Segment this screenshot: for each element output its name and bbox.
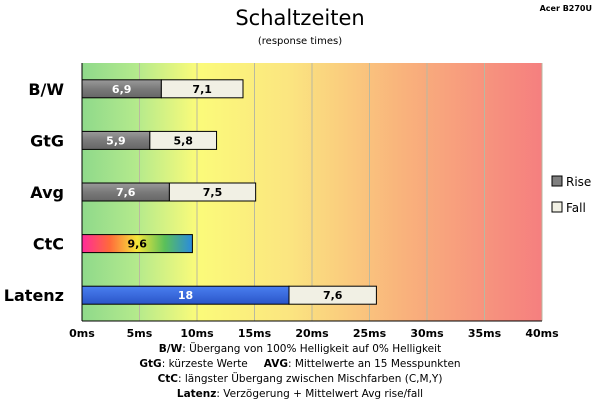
- bar-fall: [288, 285, 377, 305]
- x-tick-label: 10ms: [180, 327, 214, 340]
- chart-subtitle: (response times): [257, 36, 343, 47]
- bar-fall: [168, 182, 257, 202]
- x-tick-label: 5ms: [127, 327, 153, 340]
- x-tick-label: 35ms: [468, 327, 502, 340]
- bar-fall-label: 7,1: [192, 83, 212, 96]
- x-tick-label: 30ms: [410, 327, 444, 340]
- bar-rise-label: 9,6: [127, 238, 147, 251]
- note-bw: B/W: Übergang von 100% Helligkeit auf 0%…: [158, 343, 442, 355]
- legend-swatch: [551, 201, 563, 213]
- category-label: B/W: [28, 80, 64, 99]
- bar-rise-label: 6,9: [112, 83, 132, 96]
- x-tick-label: 25ms: [353, 327, 387, 340]
- legend-swatch: [551, 175, 563, 187]
- bar-fall: [160, 79, 244, 99]
- category-label: GtG: [30, 131, 64, 150]
- chart-notes: B/W: Übergang von 100% Helligkeit auf 0%…: [0, 342, 600, 402]
- note-latenz: Latenz: Verzögerung + Mittelwert Avg ris…: [176, 388, 424, 400]
- monitor-badge: Acer B270U: [539, 4, 592, 13]
- bar-rise-label: 5,9: [106, 134, 126, 147]
- x-tick-label: 20ms: [295, 327, 329, 340]
- bar-rise-label: 18: [178, 289, 193, 302]
- bar-fall: [149, 130, 218, 150]
- category-label: Avg: [30, 183, 64, 202]
- category-label: CtC: [33, 235, 64, 254]
- bar-fall-label: 7,5: [203, 186, 223, 199]
- category-label: Latenz: [4, 286, 64, 305]
- chart-title: Schaltzeiten: [235, 6, 365, 30]
- bar-rise-label: 7,6: [116, 186, 136, 199]
- bar-fall-label: 5,8: [173, 134, 193, 147]
- x-tick-label: 40ms: [525, 327, 559, 340]
- bar-fall-label: 7,6: [323, 289, 343, 302]
- note-gtg-avg: GtG: kürzeste Werte AVG: Mittelwerte an 1…: [139, 358, 461, 370]
- legend-label: Rise: [566, 175, 591, 189]
- note-ctc: CtC: längster Übergang zwischen Mischfar…: [157, 373, 443, 385]
- x-tick-label: 15ms: [238, 327, 272, 340]
- x-tick-label: 0ms: [69, 327, 95, 340]
- legend-label: Fall: [566, 201, 586, 215]
- bar-rise: [81, 234, 193, 254]
